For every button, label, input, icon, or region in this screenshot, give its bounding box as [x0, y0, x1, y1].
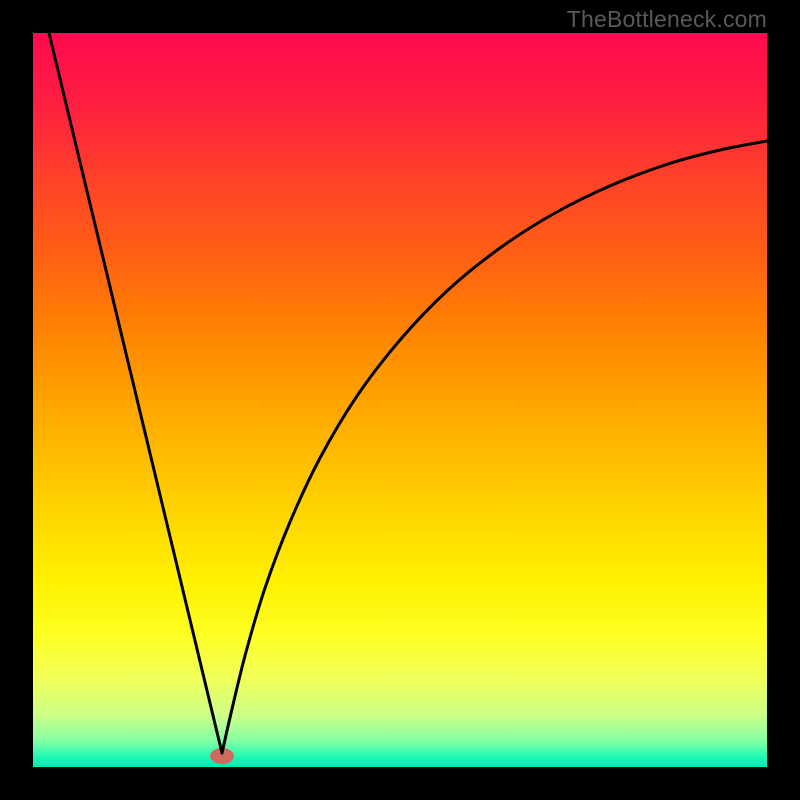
watermark-text: TheBottleneck.com [567, 6, 767, 33]
plot-background-gradient [33, 33, 767, 767]
bottleneck-chart [0, 0, 800, 800]
chart-container: TheBottleneck.com [0, 0, 800, 800]
